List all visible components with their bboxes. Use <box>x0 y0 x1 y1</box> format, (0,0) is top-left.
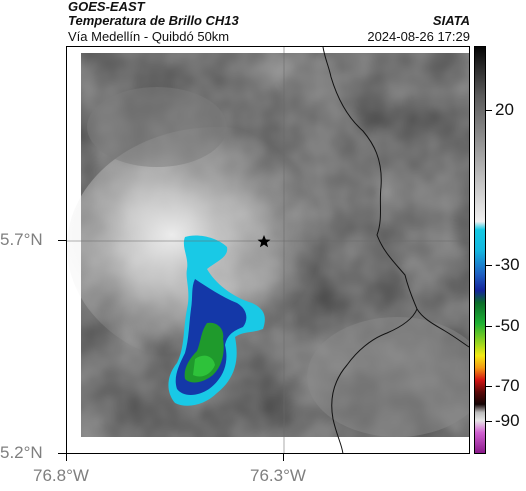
y-tick-label: 5.7°N <box>0 230 43 249</box>
region-label: Vía Medellín - Quibdó 50km <box>68 29 230 44</box>
x-tick-mark <box>283 454 284 461</box>
map-plot[interactable] <box>66 46 470 454</box>
product-title: Temperatura de Brillo CH13 <box>68 13 239 28</box>
y-tick-mark <box>58 453 66 454</box>
boundary-line <box>322 47 469 348</box>
colorbar-label: -50 <box>495 316 520 335</box>
colorbar-label: -90 <box>495 411 520 430</box>
colorbar-tick <box>486 110 492 111</box>
colorbar-label: 20 <box>495 100 514 119</box>
x-tick-mark <box>66 454 67 461</box>
y-tick-mark <box>58 240 66 241</box>
colorbar-tick <box>486 265 492 266</box>
satellite-image <box>67 47 469 453</box>
colorbar <box>474 46 486 454</box>
colorbar-label: -30 <box>495 255 520 274</box>
x-tick-label: 76.3°W <box>250 466 306 485</box>
timestamp-label: 2024-08-26 17:29 <box>367 29 470 44</box>
colorbar-label: -70 <box>495 376 520 395</box>
colorbar-tick <box>486 421 492 422</box>
org-label: SIATA <box>432 13 470 28</box>
satellite-title: GOES-EAST <box>68 0 145 14</box>
y-tick-label: 5.2°N <box>0 443 43 462</box>
star-icon <box>257 235 271 248</box>
colorbar-tick <box>486 386 492 387</box>
colorbar-tick <box>486 326 492 327</box>
x-tick-label: 76.8°W <box>33 466 89 485</box>
